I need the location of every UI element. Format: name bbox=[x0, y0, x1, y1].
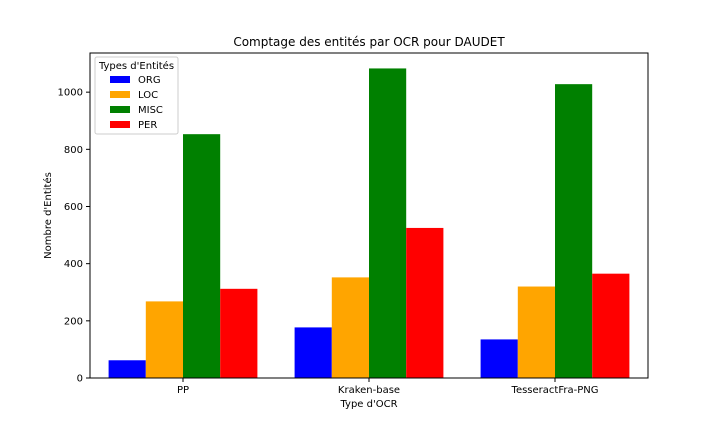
legend: Types d'Entités ORG LOC MISC PER bbox=[94, 56, 179, 135]
y-tick-label: 600 bbox=[64, 202, 83, 213]
x-tick-label: PP bbox=[177, 385, 189, 396]
legend-label-per: PER bbox=[138, 120, 157, 131]
bar-org-2 bbox=[480, 339, 518, 378]
chart-title: Comptage des entités par OCR pour DAUDET bbox=[233, 35, 505, 49]
legend-swatch-loc bbox=[110, 91, 130, 98]
bar-per-0 bbox=[220, 288, 258, 378]
y-tick-label: 200 bbox=[64, 316, 83, 327]
y-tick-label: 1000 bbox=[58, 88, 83, 99]
bar-loc-2 bbox=[517, 286, 555, 378]
legend-title: Types d'Entités bbox=[98, 60, 174, 72]
x-tick-label: TesseractFra-PNG bbox=[511, 385, 599, 396]
bar-loc-1 bbox=[331, 277, 369, 378]
y-tick-label: 800 bbox=[64, 145, 83, 156]
bars-group bbox=[108, 68, 630, 378]
x-tick-label: Kraken-base bbox=[338, 385, 400, 396]
bar-loc-0 bbox=[145, 301, 183, 378]
bar-org-0 bbox=[108, 360, 146, 378]
legend-label-loc: LOC bbox=[138, 90, 158, 101]
legend-label-org: ORG bbox=[138, 75, 161, 86]
legend-swatch-misc bbox=[110, 106, 130, 113]
x-axis: PP Kraken-base TesseractFra-PNG bbox=[177, 378, 599, 396]
legend-swatch-per bbox=[110, 121, 130, 128]
bar-misc-2 bbox=[555, 84, 593, 378]
bar-org-1 bbox=[294, 327, 332, 378]
bar-misc-0 bbox=[183, 134, 221, 378]
legend-label-misc: MISC bbox=[138, 105, 163, 116]
bar-per-1 bbox=[406, 227, 444, 378]
y-tick-label: 0 bbox=[77, 374, 83, 385]
y-axis-label: Nombre d'Entités bbox=[42, 172, 54, 259]
bar-misc-1 bbox=[369, 68, 407, 378]
x-axis-label: Type d'OCR bbox=[339, 399, 397, 410]
legend-swatch-org bbox=[110, 76, 130, 83]
y-axis: 0 200 400 600 800 1000 bbox=[58, 88, 90, 385]
bar-per-2 bbox=[592, 273, 630, 378]
y-tick-label: 400 bbox=[64, 259, 83, 270]
